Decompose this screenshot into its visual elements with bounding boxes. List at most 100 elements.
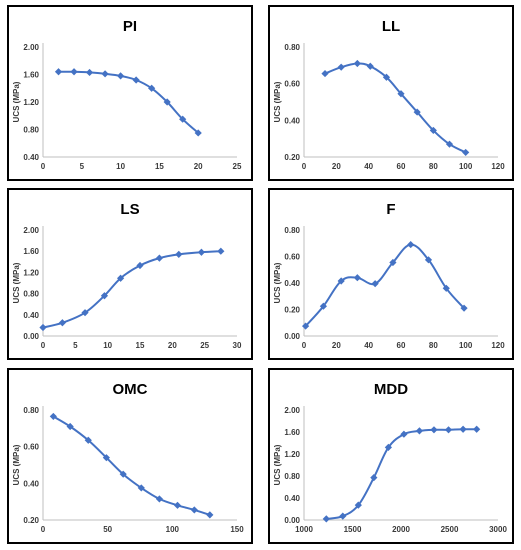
x-tick-label: 50	[103, 525, 112, 534]
y-tick-label: 2.00	[284, 406, 300, 415]
x-tick-label: 30	[233, 341, 242, 350]
data-point-marker	[339, 512, 347, 520]
y-tick-label: 0.20	[23, 516, 39, 525]
data-point-marker	[173, 501, 182, 509]
data-point-marker	[322, 515, 330, 523]
y-tick-label: 0.20	[284, 306, 300, 315]
data-point-marker	[407, 240, 415, 249]
x-tick-label: 20	[332, 341, 341, 350]
y-tick-label: 0.80	[284, 472, 300, 481]
series-line	[42, 250, 221, 329]
data-point-marker	[397, 90, 405, 98]
data-point-marker	[175, 250, 183, 258]
x-tick-label: 0	[41, 162, 46, 171]
data-point-marker	[424, 256, 433, 264]
chart-title-ls: LS	[120, 201, 139, 218]
x-tick-label: 10	[116, 162, 125, 171]
chart-svg-omc: OMC 0.20 0.40 0.60 0.80 0 50 100 150 UCS (MPa)	[12, 381, 244, 534]
data-point-marker	[190, 506, 198, 514]
data-point-marker	[430, 426, 438, 434]
y-tick-label: 0.40	[23, 311, 39, 320]
chart-panel-f: F 0.00 0.20 0.40 0.60 0.80 0 20 40 60 80 100 120 UCS …	[268, 188, 514, 360]
x-tick-label: 25	[233, 162, 242, 171]
x-tick-label: 60	[397, 341, 406, 350]
y-axis-label: UCS (MPa)	[273, 81, 282, 122]
y-tick-label: 0.40	[284, 494, 300, 503]
x-tick-label: 1500	[344, 525, 362, 534]
x-tick-label: 120	[491, 162, 505, 171]
series-line	[326, 428, 477, 520]
data-point-marker	[54, 68, 63, 76]
data-point-marker	[84, 436, 92, 444]
y-tick-label: 0.40	[284, 116, 300, 125]
y-tick-label: 2.00	[23, 43, 39, 52]
x-tick-label: 80	[429, 341, 438, 350]
x-tick-label: 0	[302, 341, 307, 350]
y-tick-label: 0.80	[284, 43, 300, 52]
data-point-marker	[321, 69, 329, 78]
y-tick-label: 0.80	[23, 126, 39, 135]
data-point-marker	[353, 274, 361, 282]
chart-panel-ll: LL 0.20 0.40 0.60 0.80 0 20 40 60 80 100 120 UCS (MP…	[268, 5, 514, 181]
y-tick-label: 0.80	[23, 290, 39, 299]
x-tick-label: 40	[364, 341, 373, 350]
data-point-marker	[302, 322, 310, 330]
x-tick-label: 3000	[489, 525, 507, 534]
x-tick-label: 150	[230, 525, 244, 534]
y-axis-label: UCS (MPa)	[273, 262, 282, 303]
x-tick-label: 20	[194, 162, 203, 171]
chart-panel-omc: OMC 0.20 0.40 0.60 0.80 0 50 100 150 UCS (MPa)	[7, 368, 253, 544]
y-tick-label: 0.80	[284, 226, 300, 235]
data-point-marker	[194, 129, 202, 137]
data-point-marker	[66, 422, 74, 431]
y-axis-label: UCS (MPa)	[12, 262, 21, 303]
data-point-marker	[197, 248, 206, 256]
data-point-marker	[39, 323, 47, 332]
data-point-marker	[179, 115, 187, 123]
data-point-marker	[155, 254, 163, 262]
chart-svg-mdd: MDD 0.00 0.40 0.80 1.20 1.60 2.00 1000 1500 2000 2…	[273, 381, 507, 534]
y-tick-label: 0.40	[23, 479, 39, 488]
x-tick-label: 1000	[295, 525, 313, 534]
data-point-marker	[85, 68, 94, 77]
data-point-marker	[353, 59, 361, 68]
data-point-marker	[415, 427, 424, 435]
x-tick-label: 20	[168, 341, 177, 350]
data-point-marker	[148, 84, 156, 92]
y-axis-label: UCS (MPa)	[12, 444, 21, 485]
y-tick-label: 1.60	[23, 247, 39, 256]
data-point-marker	[101, 70, 109, 78]
x-tick-label: 80	[429, 162, 438, 171]
y-tick-label: 0.80	[23, 406, 39, 415]
y-tick-label: 0.00	[23, 332, 39, 341]
series-line	[324, 62, 467, 154]
y-tick-label: 1.20	[284, 450, 300, 459]
x-tick-label: 2000	[392, 525, 410, 534]
series-line	[58, 70, 199, 134]
y-tick-label: 2.00	[23, 226, 39, 235]
data-point-marker	[117, 72, 125, 80]
y-tick-label: 0.00	[284, 516, 300, 525]
x-tick-label: 15	[155, 162, 164, 171]
data-point-marker	[132, 76, 140, 84]
data-point-marker	[155, 495, 163, 503]
data-point-marker	[58, 319, 66, 327]
data-point-marker	[136, 261, 144, 270]
chart-title-omc: OMC	[113, 381, 148, 398]
chart-panel-pi: PI 0.40 0.80 1.20 1.60 2.00 0 5 10 15 20 25 UCS (MPa…	[7, 5, 253, 181]
data-point-marker	[206, 511, 214, 519]
data-point-marker	[459, 425, 467, 433]
y-tick-label: 0.60	[284, 253, 300, 262]
x-tick-label: 100	[166, 525, 180, 534]
y-tick-label: 0.40	[23, 153, 39, 162]
chart-title-pi: PI	[123, 18, 137, 35]
x-tick-label: 5	[73, 341, 78, 350]
data-point-marker	[442, 284, 450, 292]
x-tick-label: 0	[41, 525, 46, 534]
chart-title-ll: LL	[382, 18, 400, 35]
y-tick-label: 0.60	[23, 443, 39, 452]
chart-title-f: F	[386, 201, 395, 218]
y-tick-label: 0.00	[284, 332, 300, 341]
chart-svg-ll: LL 0.20 0.40 0.60 0.80 0 20 40 60 80 100 120 UCS (MP…	[273, 18, 505, 171]
x-tick-label: 40	[364, 162, 373, 171]
